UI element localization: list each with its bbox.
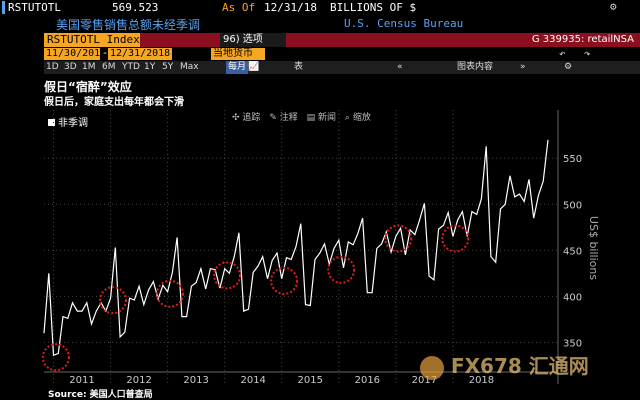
legend: 非季调 bbox=[48, 114, 88, 129]
period-toolbar: 1D 3D 1M 6M YTD 1Y 5Y Max 每月 📈 表 « 图表内容 … bbox=[44, 61, 640, 74]
y-tick-label: 350 bbox=[563, 338, 582, 349]
period-1d[interactable]: 1D bbox=[46, 62, 59, 72]
zoom-icon: ⌕ bbox=[344, 113, 350, 123]
as-of-label: As Of bbox=[222, 1, 256, 14]
dip-highlight-circle bbox=[384, 224, 413, 253]
period-1m[interactable]: 1M bbox=[82, 62, 96, 72]
dip-highlight-circle bbox=[327, 255, 356, 284]
dip-highlight-circle bbox=[98, 286, 127, 315]
ticker-value: 569.523 bbox=[112, 1, 159, 14]
ticker-subheader: 美国零售销售总额未经季调 U.S. Census Bureau bbox=[0, 16, 640, 32]
settings-icon[interactable]: ⚙ bbox=[564, 62, 573, 72]
ticker-symbol: RSTUTOTL bbox=[8, 1, 61, 14]
options-button[interactable]: 96) 选项 bbox=[220, 33, 286, 47]
annotate-button[interactable]: 注释 bbox=[279, 113, 298, 123]
security-name: 美国零售销售总额未经季调 bbox=[56, 18, 201, 32]
period-1y[interactable]: 1Y bbox=[144, 62, 156, 72]
chart-content-button[interactable]: 图表内容 bbox=[457, 62, 494, 72]
x-tick-label: 2012 bbox=[126, 375, 151, 386]
retail-sales-line bbox=[43, 139, 549, 357]
x-tick-label: 2018 bbox=[469, 375, 494, 386]
chart-subtitle: 假日后，家庭支出每年都会下滑 bbox=[44, 97, 184, 108]
news-icon: ▤ bbox=[306, 113, 316, 123]
y-axis-label: US$ billions bbox=[587, 216, 600, 280]
command-bar: RSTUTOTL Index 96) 选项 G 339935: retailNS… bbox=[44, 33, 640, 47]
collapse-icon[interactable]: « bbox=[397, 62, 403, 72]
track-icon: ✣ bbox=[232, 113, 240, 123]
as-of-date: 12/31/18 bbox=[264, 1, 317, 14]
ticker-marker bbox=[2, 1, 5, 14]
dip-highlight-circle bbox=[41, 343, 70, 372]
dip-highlight-circle bbox=[270, 266, 299, 295]
table-button[interactable]: 表 bbox=[294, 62, 304, 72]
chart-title: 假日“宿醉”效应 bbox=[44, 80, 132, 94]
function-code: G 339935: retailNSA bbox=[531, 34, 634, 45]
undo-icon[interactable]: ↶ bbox=[559, 47, 566, 60]
period-5y[interactable]: 5Y bbox=[162, 62, 174, 72]
y-tick-label: 550 bbox=[563, 154, 582, 165]
settings-gear-icon[interactable]: ⚙ bbox=[610, 0, 617, 13]
news-button[interactable]: 新闻 bbox=[318, 113, 337, 123]
x-tick-label: 2011 bbox=[69, 375, 94, 386]
y-tick-label: 500 bbox=[563, 200, 582, 211]
dip-highlight-circle bbox=[441, 224, 470, 253]
x-tick-label: 2016 bbox=[355, 375, 380, 386]
end-date-input[interactable]: 12/31/2018 bbox=[108, 48, 172, 60]
x-tick-label: 2014 bbox=[240, 375, 265, 386]
watermark: FX678 汇通网 bbox=[420, 350, 589, 380]
ticker-header: RSTUTOTL 569.523 As Of 12/31/18 BILLIONS… bbox=[0, 0, 640, 16]
legend-label: 非季调 bbox=[58, 118, 88, 129]
date-range-row: 11/30/2010 - 12/31/2018 当地货币 ↶ ↷ bbox=[44, 47, 640, 60]
line-chart-icon[interactable]: 📈 bbox=[248, 62, 260, 72]
redo-icon[interactable]: ↷ bbox=[584, 47, 591, 60]
period-max[interactable]: Max bbox=[180, 62, 199, 72]
x-tick-label: 2017 bbox=[412, 375, 437, 386]
track-button[interactable]: 追踪 bbox=[242, 113, 261, 123]
y-tick-label: 400 bbox=[563, 292, 582, 303]
y-tick-label: 450 bbox=[563, 246, 582, 257]
watermark-text: FX678 汇通网 bbox=[450, 354, 589, 378]
period-3d[interactable]: 3D bbox=[64, 62, 77, 72]
x-tick-label: 2015 bbox=[298, 375, 323, 386]
x-tick-label: 2013 bbox=[183, 375, 208, 386]
expand-icon[interactable]: » bbox=[520, 62, 526, 72]
units-label: BILLIONS OF $ bbox=[330, 1, 417, 14]
period-ytd[interactable]: YTD bbox=[122, 62, 140, 72]
start-date-input[interactable]: 11/30/2010 bbox=[44, 48, 107, 60]
source-note: Source: 美国人口普查局 bbox=[48, 390, 153, 400]
legend-swatch bbox=[48, 119, 55, 126]
chart-tools: ✣ 追踪 ✎ 注释 ▤ 新闻 ⌕ 缩放 bbox=[232, 110, 371, 124]
watermark-logo-icon bbox=[420, 355, 444, 380]
period-6m[interactable]: 6M bbox=[102, 62, 116, 72]
frequency-select[interactable]: 每月 bbox=[226, 61, 249, 74]
dip-highlight-circle bbox=[156, 279, 184, 308]
command-input[interactable]: RSTUTOTL Index bbox=[44, 33, 140, 47]
currency-select[interactable]: 当地货币 bbox=[211, 48, 265, 60]
date-separator: - bbox=[102, 48, 109, 59]
zoom-button[interactable]: 缩放 bbox=[352, 113, 371, 123]
annotate-icon: ✎ bbox=[269, 113, 277, 123]
data-source: U.S. Census Bureau bbox=[344, 17, 464, 30]
dip-highlight-circle bbox=[213, 261, 242, 290]
